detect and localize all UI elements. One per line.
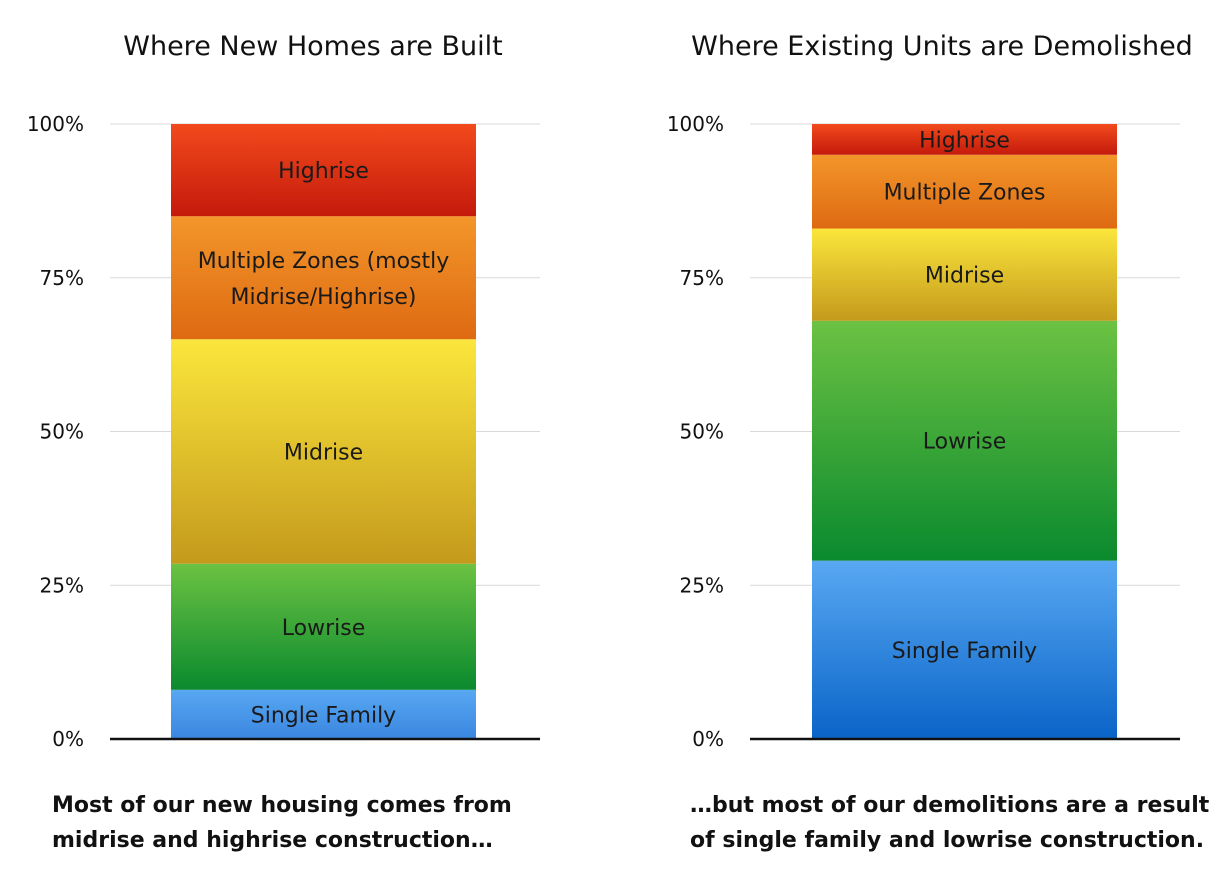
bar-segment-lowrise <box>171 563 476 690</box>
bar-segment-lowrise <box>812 320 1117 561</box>
caption-left-line-1: Most of our new housing comes from <box>52 793 512 818</box>
segment-label-midrise: Midrise <box>925 264 1004 289</box>
bar-segment-highrise <box>171 124 476 217</box>
chart-panel-1: Where New Homes are Built 0% 25% 50% 75% 100%… <box>27 31 540 751</box>
segment-label-lowrise: Lowrise <box>282 616 365 641</box>
segment-label-multiple-zones-mostly-midrise-highrise: Multiple Zones (mostly <box>198 249 450 274</box>
chart-panel-2: Where Existing Units are Demolished 0% 25%… <box>667 31 1193 751</box>
segment-label-multiple-zones: Multiple Zones <box>884 181 1046 206</box>
chart-title: Where New Homes are Built <box>123 31 502 62</box>
bar-segment-single-family <box>812 560 1117 739</box>
segment-label-highrise: Highrise <box>919 128 1010 153</box>
segment-label-midrise: Midrise <box>284 440 363 465</box>
y-tick-label: 0% <box>692 727 724 751</box>
caption-left: Most of our new housing comes from midri… <box>52 788 592 858</box>
segment-label-highrise: Highrise <box>278 159 369 184</box>
chart-title: Where Existing Units are Demolished <box>691 31 1193 62</box>
caption-right: …but most of our demolitions are a resul… <box>690 788 1230 858</box>
bar-segment-highrise <box>812 124 1117 155</box>
segment-label-single-family: Single Family <box>892 639 1037 664</box>
bar-segment-multiple-zones <box>812 154 1117 229</box>
caption-right-line-1: …but most of our demolitions are a resul… <box>690 793 1210 818</box>
y-tick-label: 100% <box>27 112 84 136</box>
y-tick-label: 0% <box>52 727 84 751</box>
y-tick-label: 50% <box>680 420 724 444</box>
segment-label-multiple-zones-mostly-midrise-highrise: Midrise/Highrise) <box>231 285 417 310</box>
y-tick-label: 75% <box>40 266 84 290</box>
y-tick-label: 75% <box>680 266 724 290</box>
caption-right-line-2: of single family and lowrise constructio… <box>690 828 1205 853</box>
bar-segment-single-family <box>171 689 476 739</box>
bar-segment-multiple-zones-mostly-midrise-highrise <box>171 216 476 340</box>
bar-segment-midrise <box>812 228 1117 321</box>
y-tick-label: 25% <box>40 573 84 597</box>
y-tick-label: 50% <box>40 420 84 444</box>
y-tick-label: 100% <box>667 112 724 136</box>
segment-label-lowrise: Lowrise <box>923 430 1006 455</box>
y-tick-label: 25% <box>680 573 724 597</box>
segment-label-single-family: Single Family <box>251 703 396 728</box>
bar-segment-midrise <box>171 339 476 564</box>
caption-left-line-2: midrise and highrise construction… <box>52 828 493 853</box>
